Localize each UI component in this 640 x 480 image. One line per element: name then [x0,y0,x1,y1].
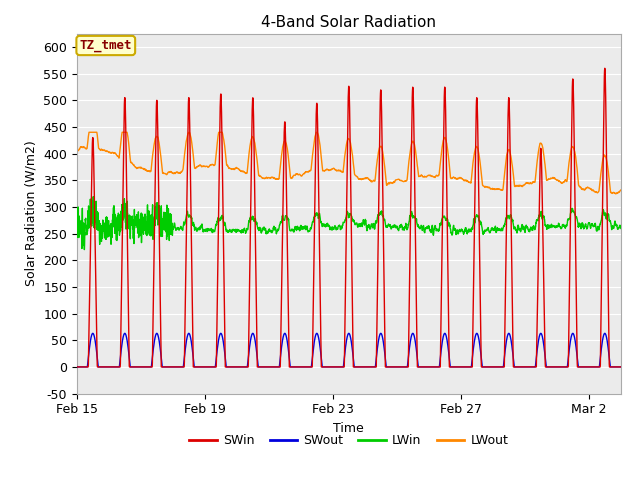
SWin [502,291,509,297]
Line: SWin: SWin [77,68,621,367]
LWin [237,229,244,235]
LWin [372,220,380,226]
SWin [73,364,81,370]
SWout [372,358,380,363]
SWin [617,364,625,370]
SWin [236,364,244,370]
X-axis label: Time: Time [333,422,364,435]
SWin [601,65,609,71]
SWin [190,364,198,370]
LWin [73,231,81,237]
LWin [617,226,625,231]
LWout [184,133,191,139]
SWout [502,344,509,349]
Text: TZ_tmet: TZ_tmet [79,39,132,52]
LWout [372,168,380,174]
LWin [502,215,509,221]
SWout [191,364,198,370]
LWout [73,148,81,154]
Y-axis label: Solar Radiation (W/m2): Solar Radiation (W/m2) [24,141,38,287]
Line: SWout: SWout [77,333,621,367]
Legend: SWin, SWout, LWin, LWout: SWin, SWout, LWin, LWout [184,429,513,452]
LWin [191,228,198,233]
Title: 4-Band Solar Radiation: 4-Band Solar Radiation [261,15,436,30]
LWout [617,187,625,193]
LWout [191,163,198,169]
LWout [116,149,124,155]
SWout [116,360,124,366]
SWout [617,364,625,370]
SWin [372,364,380,370]
LWin [184,209,191,215]
Line: LWout: LWout [77,132,621,194]
Line: LWin: LWin [77,197,621,250]
SWout [89,330,97,336]
SWout [73,364,81,370]
SWin [183,178,191,183]
LWin [90,194,97,200]
LWin [116,229,124,235]
LWout [85,130,93,135]
SWout [237,364,244,370]
LWout [612,191,620,197]
SWout [184,334,191,339]
SWin [116,364,124,370]
LWin [81,247,88,252]
LWout [237,168,244,174]
LWout [502,160,509,166]
